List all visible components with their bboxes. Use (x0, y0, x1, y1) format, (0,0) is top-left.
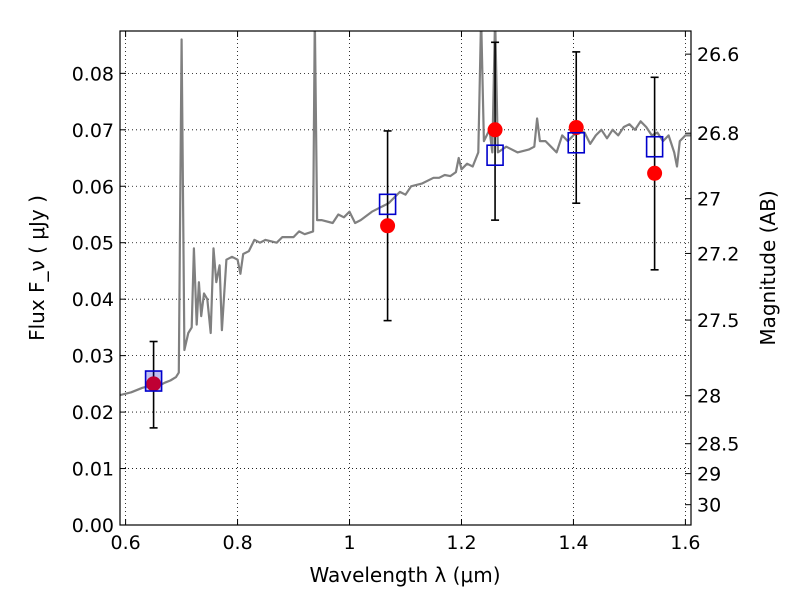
model-point (486, 144, 504, 167)
grid (120, 31, 691, 526)
y-tick-label: 0.07 (72, 120, 114, 142)
model-point (567, 131, 586, 154)
model-point (144, 370, 163, 392)
y-axis-label-right: Magnitude (AB) (756, 190, 780, 345)
observed-point (647, 165, 663, 181)
x-tick-label: 0.6 (110, 532, 140, 554)
x-tick-label: 0.8 (222, 532, 252, 554)
y-tick-label: 0.05 (72, 233, 114, 255)
observed-point (568, 120, 584, 136)
x-tick-label: 1.2 (446, 532, 476, 554)
plot-frame (119, 30, 692, 526)
observed-point (380, 218, 396, 234)
observed-point (146, 376, 162, 392)
y-axis-label: Flux F_ν ( μJy ) (25, 195, 49, 341)
y-tick-label: 0.03 (72, 346, 114, 368)
model-point (378, 193, 397, 216)
right-tick-label: 30 (697, 495, 721, 517)
spectrum-line (120, 31, 691, 397)
x-axis-label: Wavelength λ (μm) (309, 563, 500, 587)
y-tick-label: 0.06 (72, 176, 114, 198)
error-bars (144, 41, 664, 429)
right-tick-label: 27.5 (697, 310, 739, 332)
plot-data (120, 31, 691, 397)
right-tick-label: 27.2 (697, 243, 739, 265)
y-tick-label: 0.00 (72, 515, 114, 537)
right-tick-label: 29 (697, 464, 721, 486)
y-tick-label: 0.02 (72, 402, 114, 424)
y-tick-label: 0.01 (72, 459, 114, 481)
x-tick-label: 1 (343, 532, 355, 554)
y-tick-label: 0.04 (72, 289, 114, 311)
right-tick-label: 28.5 (697, 434, 739, 456)
model-point (645, 135, 664, 158)
x-tick-label: 1.6 (670, 532, 700, 554)
overlap-tint (145, 371, 162, 392)
observed-point (487, 122, 503, 138)
right-tick-label: 26.8 (697, 123, 739, 145)
right-tick-label: 28 (697, 386, 721, 408)
right-tick-label: 27 (697, 189, 721, 211)
right-tick-label: 26.6 (697, 44, 739, 66)
y-tick-label: 0.08 (72, 63, 114, 85)
x-tick-label: 1.4 (558, 532, 588, 554)
axes-ticks: 0.6 0.8 1 1.2 1.4 1.6 0.00 0.01 0.02 0.03 0.04 0.05… (72, 31, 739, 554)
